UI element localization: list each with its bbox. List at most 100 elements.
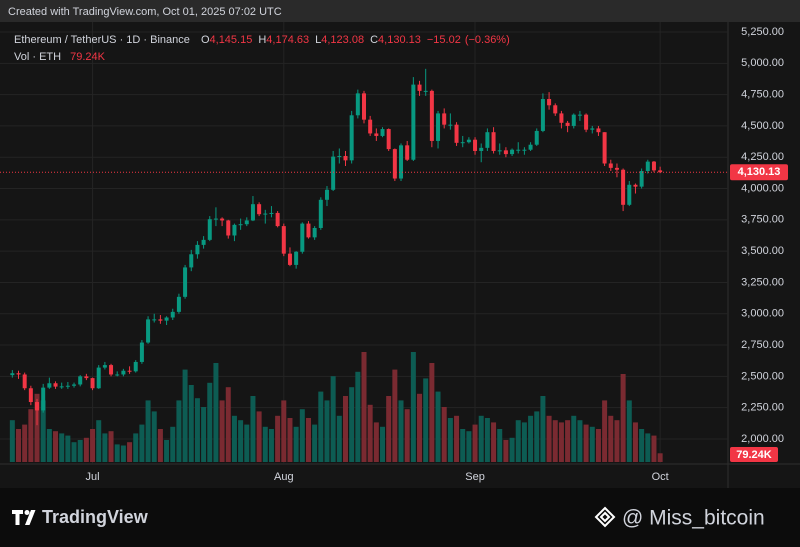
volume-bar xyxy=(398,400,404,462)
candle-body xyxy=(294,251,299,265)
volume-bar xyxy=(466,431,472,462)
candle-body xyxy=(207,219,212,240)
volume-bar xyxy=(620,374,626,462)
volume-bar xyxy=(275,415,281,462)
legend-value: 4,123.08 xyxy=(321,34,364,46)
candle-body xyxy=(651,161,656,171)
volume-bar xyxy=(225,387,231,462)
candle-body xyxy=(133,361,138,372)
candle-body xyxy=(658,170,663,173)
legend-value: 4,145.15 xyxy=(210,34,253,46)
candle-body xyxy=(287,253,292,265)
volume-bar xyxy=(392,369,398,462)
volume-bar xyxy=(133,433,139,462)
legend-key: O xyxy=(201,34,210,46)
candle-body xyxy=(392,149,397,179)
volume-bar xyxy=(534,411,540,462)
candle-body xyxy=(602,132,607,164)
candle-body xyxy=(53,383,58,387)
y-tick-label: 2,750.00 xyxy=(741,339,784,351)
candle-body xyxy=(226,220,231,236)
grid xyxy=(0,22,728,464)
volume-bar xyxy=(219,400,225,462)
volume-bar xyxy=(262,426,268,462)
volume-bar xyxy=(429,363,435,462)
candle-body xyxy=(139,342,144,362)
volume-bar xyxy=(342,396,348,462)
x-tick-label: Aug xyxy=(274,471,294,483)
legend: Ethereum / TetherUS · 1D · Binance O4,14… xyxy=(14,34,510,46)
y-tick-label: 4,250.00 xyxy=(741,151,784,163)
candle-body xyxy=(96,367,101,389)
volume-bar xyxy=(83,437,89,462)
candle-body xyxy=(460,142,465,144)
brand: TradingView xyxy=(42,507,149,527)
candle-body xyxy=(442,113,447,125)
candle-body xyxy=(324,189,329,200)
volume-bar xyxy=(503,440,509,462)
candle-body xyxy=(528,144,533,150)
candle-body xyxy=(337,155,342,157)
last-price-tag xyxy=(730,164,788,181)
volume-tag xyxy=(730,447,778,462)
candle-body xyxy=(195,244,200,255)
volume-bar xyxy=(491,422,497,462)
volume-bar xyxy=(657,453,663,462)
volume-bar xyxy=(602,400,608,462)
volume-bar xyxy=(540,396,546,462)
candle-body xyxy=(164,317,169,321)
candle-body xyxy=(78,376,83,385)
candle-body xyxy=(645,161,650,172)
y-tick-label: 2,000.00 xyxy=(741,433,784,445)
volume-bar xyxy=(435,391,441,462)
volume-bar xyxy=(46,429,52,462)
candle-body xyxy=(59,386,64,388)
y-tick-label: 5,250.00 xyxy=(741,26,784,38)
symbol: Ethereum / TetherUS · 1D · Binance xyxy=(14,34,190,46)
volume-bar xyxy=(565,420,571,462)
volume-bar xyxy=(238,420,244,462)
candle-body xyxy=(257,204,262,215)
y-tick-label: 4,750.00 xyxy=(741,89,784,101)
candle-body xyxy=(115,374,120,376)
volume-bar xyxy=(484,418,490,462)
volume-bar xyxy=(244,424,250,462)
candle-body xyxy=(250,204,255,221)
volume-bar xyxy=(16,429,22,462)
volume-bar xyxy=(188,385,194,462)
candle-body xyxy=(238,224,243,226)
candle-body xyxy=(491,132,496,151)
volume-bar xyxy=(71,442,77,462)
volume-title: Vol · ETH xyxy=(14,51,61,63)
volume-bar xyxy=(349,387,355,462)
y-tick-label: 5,000.00 xyxy=(741,57,784,69)
volume-bar xyxy=(589,426,595,462)
volume-bar xyxy=(287,418,293,462)
volume-bar xyxy=(281,400,287,462)
volume-bar xyxy=(521,422,527,462)
volume-bar xyxy=(65,435,71,462)
candle-body xyxy=(577,114,582,116)
volume-bar xyxy=(207,382,213,462)
candle-body xyxy=(590,128,595,130)
volume-bar xyxy=(170,426,176,462)
y-tick-label: 4,500.00 xyxy=(741,120,784,132)
volume-bar xyxy=(120,445,126,462)
volume-bar xyxy=(651,435,657,462)
x-tick-label: Jul xyxy=(86,471,100,483)
volume-bar xyxy=(404,409,410,462)
volume-bar xyxy=(22,424,28,462)
candle-body xyxy=(362,93,366,120)
candle-body xyxy=(380,129,385,136)
legend-change: −15.02 xyxy=(427,34,461,46)
candle-body xyxy=(355,93,360,116)
volume-bar xyxy=(28,409,34,462)
volume-bar xyxy=(509,437,515,462)
candle-body xyxy=(343,155,348,161)
volume-bar xyxy=(77,440,83,462)
candle-body xyxy=(633,184,638,187)
candle-body xyxy=(244,220,249,225)
volume-bar xyxy=(447,418,453,462)
volume-bar xyxy=(176,400,182,462)
volume-bar xyxy=(608,415,614,462)
